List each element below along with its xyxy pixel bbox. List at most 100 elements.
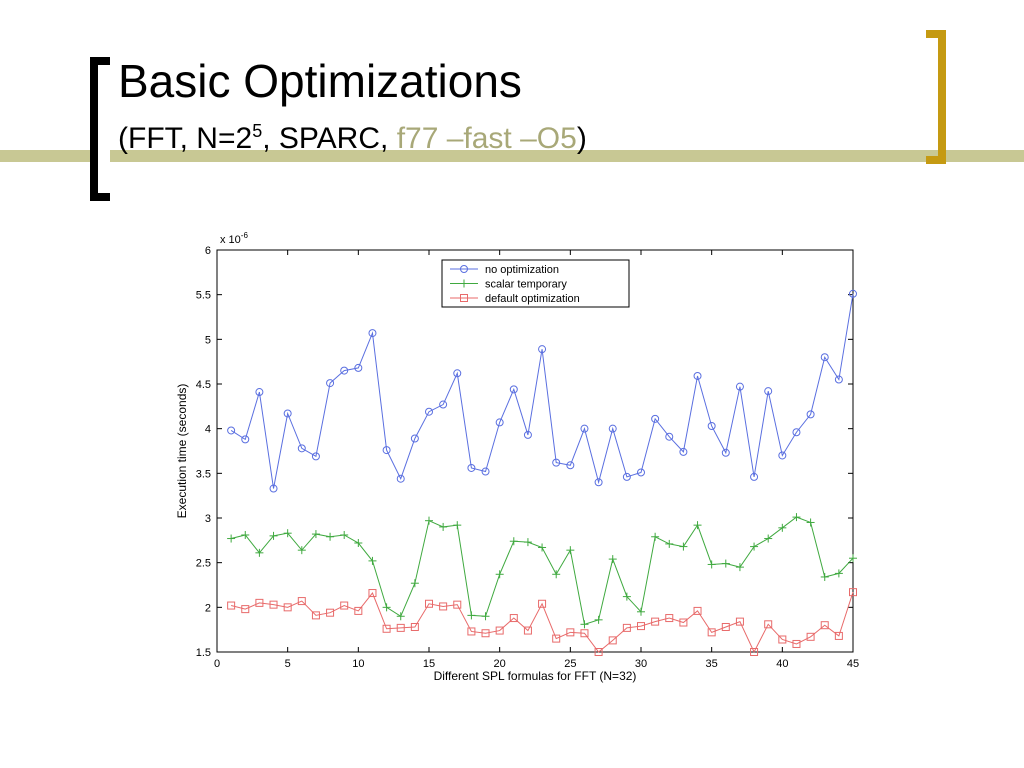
data-point-circle	[778, 451, 787, 460]
data-point-plus	[806, 518, 815, 527]
data-point-circle	[241, 435, 250, 444]
subtitle-mid: , SPARC,	[262, 122, 397, 155]
data-point-square	[608, 636, 617, 645]
x-tick-label: 15	[423, 658, 435, 670]
data-point-plus	[594, 615, 603, 624]
data-point-plus	[467, 611, 476, 620]
data-point-circle	[594, 478, 603, 487]
data-point-plus	[269, 531, 278, 540]
data-point-square	[410, 622, 419, 631]
data-point-plus	[227, 534, 236, 543]
plot-frame	[216, 249, 854, 653]
y-tick-label: 5.5	[196, 290, 211, 302]
data-point-circle	[297, 444, 306, 453]
x-tick-label: 45	[847, 658, 859, 670]
data-point-circle	[679, 447, 688, 456]
right-bracket-decoration	[926, 30, 946, 164]
data-point-square	[368, 589, 377, 598]
data-point-circle	[269, 484, 278, 493]
data-point-circle	[750, 472, 759, 481]
data-point-plus	[382, 603, 391, 612]
data-point-square	[622, 623, 631, 632]
subtitle-prefix: (FFT, N=2	[118, 122, 253, 155]
data-point-square	[523, 626, 532, 635]
data-point-circle	[665, 432, 674, 441]
y-axis-ticks: 1.5 2 2.5 3 3.5 4 4.5 5 5.5 6	[196, 245, 853, 659]
data-point-circle	[460, 265, 468, 273]
data-point-circle	[523, 430, 532, 439]
data-point-circle	[354, 363, 363, 372]
data-point-circle	[721, 448, 730, 457]
data-point-circle	[608, 424, 617, 433]
data-point-circle	[439, 400, 448, 409]
data-point-circle	[566, 461, 575, 470]
legend-label: default optimization	[485, 293, 580, 305]
data-point-square	[693, 606, 702, 615]
y-tick-label: 1.5	[196, 647, 211, 659]
data-point-square	[382, 624, 391, 633]
data-point-circle	[410, 434, 419, 443]
data-point-square	[269, 600, 278, 609]
header-accent-bar	[0, 150, 1024, 162]
data-point-circle	[255, 388, 264, 397]
data-point-plus	[354, 539, 363, 548]
data-point-square	[679, 618, 688, 627]
x-tick-label: 25	[564, 658, 576, 670]
data-point-circle	[495, 418, 504, 427]
x-tick-label: 40	[776, 658, 788, 670]
data-point-plus	[481, 612, 490, 621]
data-point-circle	[538, 345, 547, 354]
x-tick-label: 20	[494, 658, 506, 670]
data-point-circle	[792, 428, 801, 437]
x-tick-label: 35	[706, 658, 718, 670]
data-point-plus	[665, 539, 674, 548]
data-point-square	[453, 600, 462, 609]
data-point-circle	[735, 382, 744, 391]
data-point-square	[495, 626, 504, 635]
data-point-square	[326, 608, 335, 617]
data-point-circle	[311, 452, 320, 461]
data-point-plus	[820, 572, 829, 581]
data-point-plus	[552, 570, 561, 579]
y-tick-label: 6	[205, 245, 211, 257]
data-point-circle	[637, 468, 645, 477]
data-point-square	[665, 614, 674, 623]
data-point-plus	[410, 579, 419, 588]
data-point-square	[396, 623, 405, 632]
data-point-plus	[495, 570, 504, 579]
data-point-square	[834, 631, 843, 640]
data-point-square	[227, 601, 236, 610]
x-tick-label: 10	[352, 658, 364, 670]
data-point-circle	[651, 414, 660, 423]
data-point-square	[820, 621, 829, 630]
y-tick-label: 4	[205, 424, 211, 436]
data-point-square	[354, 606, 363, 615]
data-point-circle	[849, 289, 857, 298]
x-tick-label: 0	[214, 658, 220, 670]
data-point-square	[439, 602, 448, 611]
data-point-circle	[707, 421, 716, 430]
y-tick-label: 4.5	[196, 379, 211, 391]
series-line	[231, 591, 854, 654]
data-point-plus	[693, 521, 702, 530]
data-point-circle	[467, 463, 476, 472]
data-point-plus	[439, 522, 448, 531]
data-point-square	[651, 617, 660, 626]
data-point-square	[580, 629, 589, 638]
data-point-circle	[806, 410, 815, 419]
data-point-circle	[396, 474, 405, 483]
data-point-plus	[622, 592, 631, 601]
series-default-optimization	[227, 588, 857, 656]
data-point-square	[735, 617, 744, 626]
data-point-square	[509, 614, 518, 623]
slide-subtitle: (FFT, N=25, SPARC, f77 –fast –O5)	[118, 122, 587, 155]
series-scalar-temporary	[227, 513, 857, 629]
y-tick-label: 5	[205, 334, 211, 346]
data-point-circle	[552, 458, 561, 467]
data-point-square	[283, 603, 292, 612]
data-point-plus	[637, 607, 645, 616]
data-point-square	[849, 588, 857, 597]
data-point-circle	[693, 371, 702, 380]
data-point-plus	[566, 546, 575, 555]
y-tick-label: 3.5	[196, 468, 211, 480]
